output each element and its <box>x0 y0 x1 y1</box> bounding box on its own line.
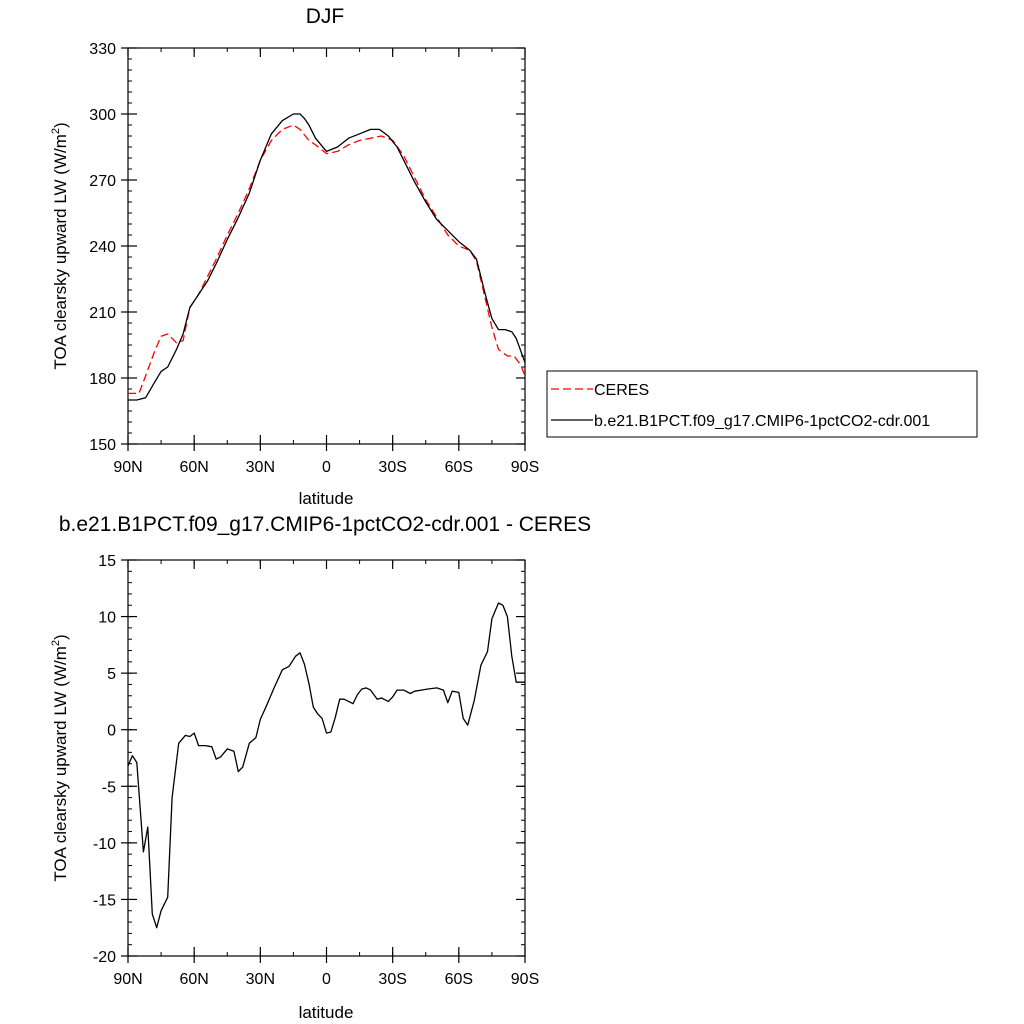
x-tick-label: 90S <box>511 459 539 476</box>
series-lines <box>128 113 526 401</box>
plot-frame <box>127 47 526 445</box>
legend-label-model: b.e21.B1PCT.f09_g17.CMIP6-1pctCO2-cdr.00… <box>594 413 930 430</box>
x-axis-label: latitude <box>299 489 354 508</box>
y-axis-label: TOA clearsky upward LW (W/m2) <box>50 634 70 881</box>
x-tick-label: 0 <box>322 459 331 476</box>
x-ticks: 90N 60N 30N 0 30S 60S 90S <box>113 560 539 988</box>
y-tick-label: 180 <box>89 371 116 388</box>
y-tick-label: 300 <box>89 107 116 124</box>
y-ticks: 150 180 210 240 270 300 330 <box>89 41 525 454</box>
x-tick-label: 60S <box>445 459 473 476</box>
x-tick-label: 30N <box>246 459 275 476</box>
djf-panel: DJF 150 180 210 240 270 300 330 90N 60N 30N 0 30S 6… <box>50 5 978 508</box>
y-tick-label: 10 <box>98 610 116 627</box>
y-tick-label: -20 <box>93 949 116 966</box>
y-axis-label: TOA clearsky upward LW (W/m2) <box>50 122 70 369</box>
y-tick-label: 0 <box>107 723 116 740</box>
x-tick-label: 60N <box>179 459 208 476</box>
x-axis-label: latitude <box>299 1003 354 1022</box>
y-tick-label: 270 <box>89 173 116 190</box>
x-tick-label: 60N <box>179 971 208 988</box>
y-tick-label: 210 <box>89 305 116 322</box>
x-tick-label: 90N <box>113 971 142 988</box>
plot-frame <box>127 559 526 957</box>
x-tick-label: 30N <box>246 971 275 988</box>
x-ticks: 90N 60N 30N 0 30S 60S 90S <box>113 48 539 476</box>
y-axis-label-superscript: 2 <box>50 640 62 646</box>
y-tick-label: 5 <box>107 666 116 683</box>
x-tick-label: 0 <box>322 971 331 988</box>
y-axis-label-close: ) <box>51 634 70 640</box>
y-ticks: -20 -15 -10 -5 0 5 10 15 <box>93 553 525 966</box>
y-axis-label-main: TOA clearsky upward LW (W/m <box>51 134 70 370</box>
y-axis-label-close: ) <box>51 122 70 128</box>
series-line-model <box>128 113 526 401</box>
legend-label-ceres: CERES <box>594 382 649 399</box>
difference-panel: b.e21.B1PCT.f09_g17.CMIP6-1pctCO2-cdr.00… <box>50 513 591 1022</box>
y-tick-label: 330 <box>89 41 116 58</box>
x-tick-label: 60S <box>445 971 473 988</box>
legend: CERES b.e21.B1PCT.f09_g17.CMIP6-1pctCO2-… <box>546 370 978 438</box>
x-tick-label: 90S <box>511 971 539 988</box>
y-tick-label: 150 <box>89 437 116 454</box>
series-line-difference <box>127 602 525 929</box>
legend-box <box>546 370 978 438</box>
y-axis-label-superscript: 2 <box>50 128 62 134</box>
x-tick-label: 90N <box>113 459 142 476</box>
x-tick-label: 30S <box>378 971 406 988</box>
series-lines <box>127 602 525 929</box>
chart-title: b.e21.B1PCT.f09_g17.CMIP6-1pctCO2-cdr.00… <box>59 513 591 536</box>
x-tick-label: 30S <box>378 459 406 476</box>
y-axis-label-main: TOA clearsky upward LW (W/m <box>51 646 70 882</box>
y-tick-label: -5 <box>102 779 116 796</box>
series-line-ceres <box>128 124 526 395</box>
y-tick-label: -15 <box>93 892 116 909</box>
y-tick-label: -10 <box>93 836 116 853</box>
chart-title: DJF <box>306 5 345 28</box>
y-tick-label: 15 <box>98 553 116 570</box>
y-tick-label: 240 <box>89 239 116 256</box>
